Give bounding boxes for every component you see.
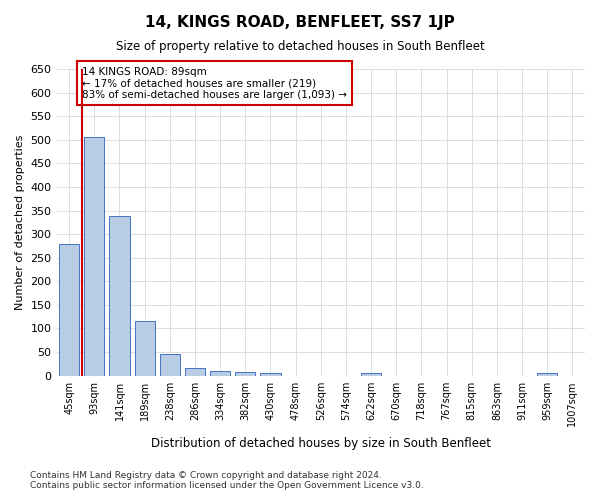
Bar: [260, 374, 281, 376]
Bar: [160, 354, 180, 376]
Text: 14, KINGS ROAD, BENFLEET, SS7 1JP: 14, KINGS ROAD, BENFLEET, SS7 1JP: [145, 15, 455, 30]
X-axis label: Distribution of detached houses by size in South Benfleet: Distribution of detached houses by size …: [151, 437, 491, 450]
Bar: [361, 374, 381, 376]
Bar: [537, 374, 557, 376]
Bar: [210, 371, 230, 376]
Text: Contains HM Land Registry data © Crown copyright and database right 2024.
Contai: Contains HM Land Registry data © Crown c…: [30, 470, 424, 490]
Bar: [59, 244, 79, 376]
Text: 14 KINGS ROAD: 89sqm
← 17% of detached houses are smaller (219)
83% of semi-deta: 14 KINGS ROAD: 89sqm ← 17% of detached h…: [82, 66, 347, 100]
Bar: [235, 372, 256, 376]
Bar: [109, 216, 130, 376]
Text: Size of property relative to detached houses in South Benfleet: Size of property relative to detached ho…: [116, 40, 484, 53]
Bar: [185, 368, 205, 376]
Bar: [134, 322, 155, 376]
Bar: [84, 138, 104, 376]
Y-axis label: Number of detached properties: Number of detached properties: [15, 134, 25, 310]
